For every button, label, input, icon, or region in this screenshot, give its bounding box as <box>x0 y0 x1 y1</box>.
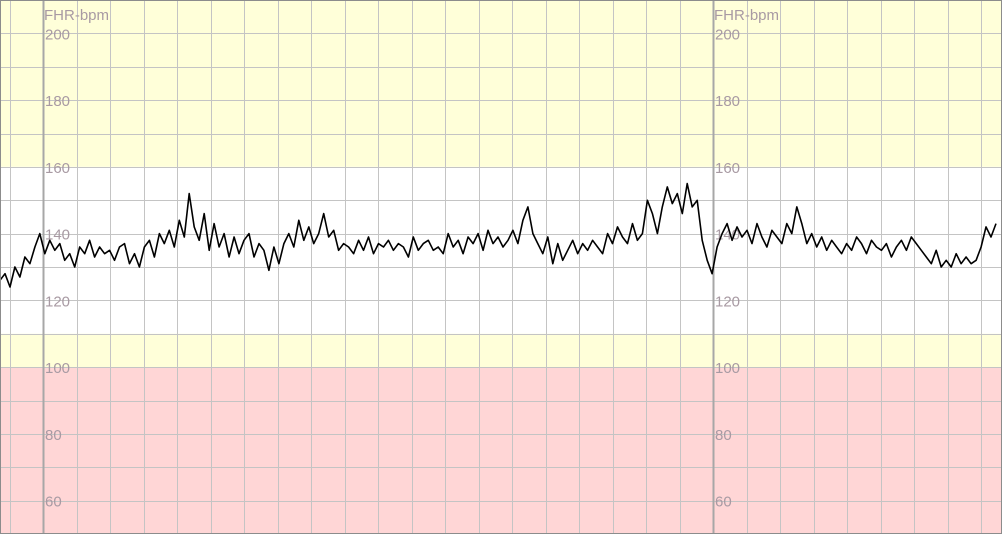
band-bradycardia-warning-zone <box>0 333 1002 368</box>
y-axis-title: FHR-bpm <box>44 7 109 24</box>
y-tick-label: 120 <box>45 293 70 310</box>
y-tick-label: 120 <box>715 293 740 310</box>
y-tick-label: 80 <box>715 427 732 444</box>
y-tick-label: 60 <box>715 494 732 511</box>
y-tick-label: 100 <box>45 360 70 377</box>
band-tachycardia-zone <box>0 0 1002 167</box>
y-tick-label: 180 <box>715 93 740 110</box>
y-tick-label: 200 <box>715 26 740 43</box>
y-tick-label: 180 <box>45 93 70 110</box>
y-tick-label: 140 <box>715 227 740 244</box>
y-tick-label: 80 <box>45 427 62 444</box>
band-normal-zone <box>0 166 1002 334</box>
fhr-trace-line <box>0 182 997 288</box>
y-tick-label: 140 <box>45 227 70 244</box>
y-tick-label: 160 <box>45 160 70 177</box>
y-tick-label: 200 <box>45 26 70 43</box>
axis-labels: FHR-bpm 200 180 160 140 120 100 80 60 FHR-bpm 200 1… <box>44 7 779 511</box>
y-tick-label: 60 <box>45 494 62 511</box>
y-axis-title: FHR-bpm <box>714 7 779 24</box>
y-tick-label: 100 <box>715 360 740 377</box>
y-tick-label: 160 <box>715 160 740 177</box>
fhr-trace-group <box>0 182 997 288</box>
band-bradycardia-alarm-zone <box>0 367 1002 534</box>
